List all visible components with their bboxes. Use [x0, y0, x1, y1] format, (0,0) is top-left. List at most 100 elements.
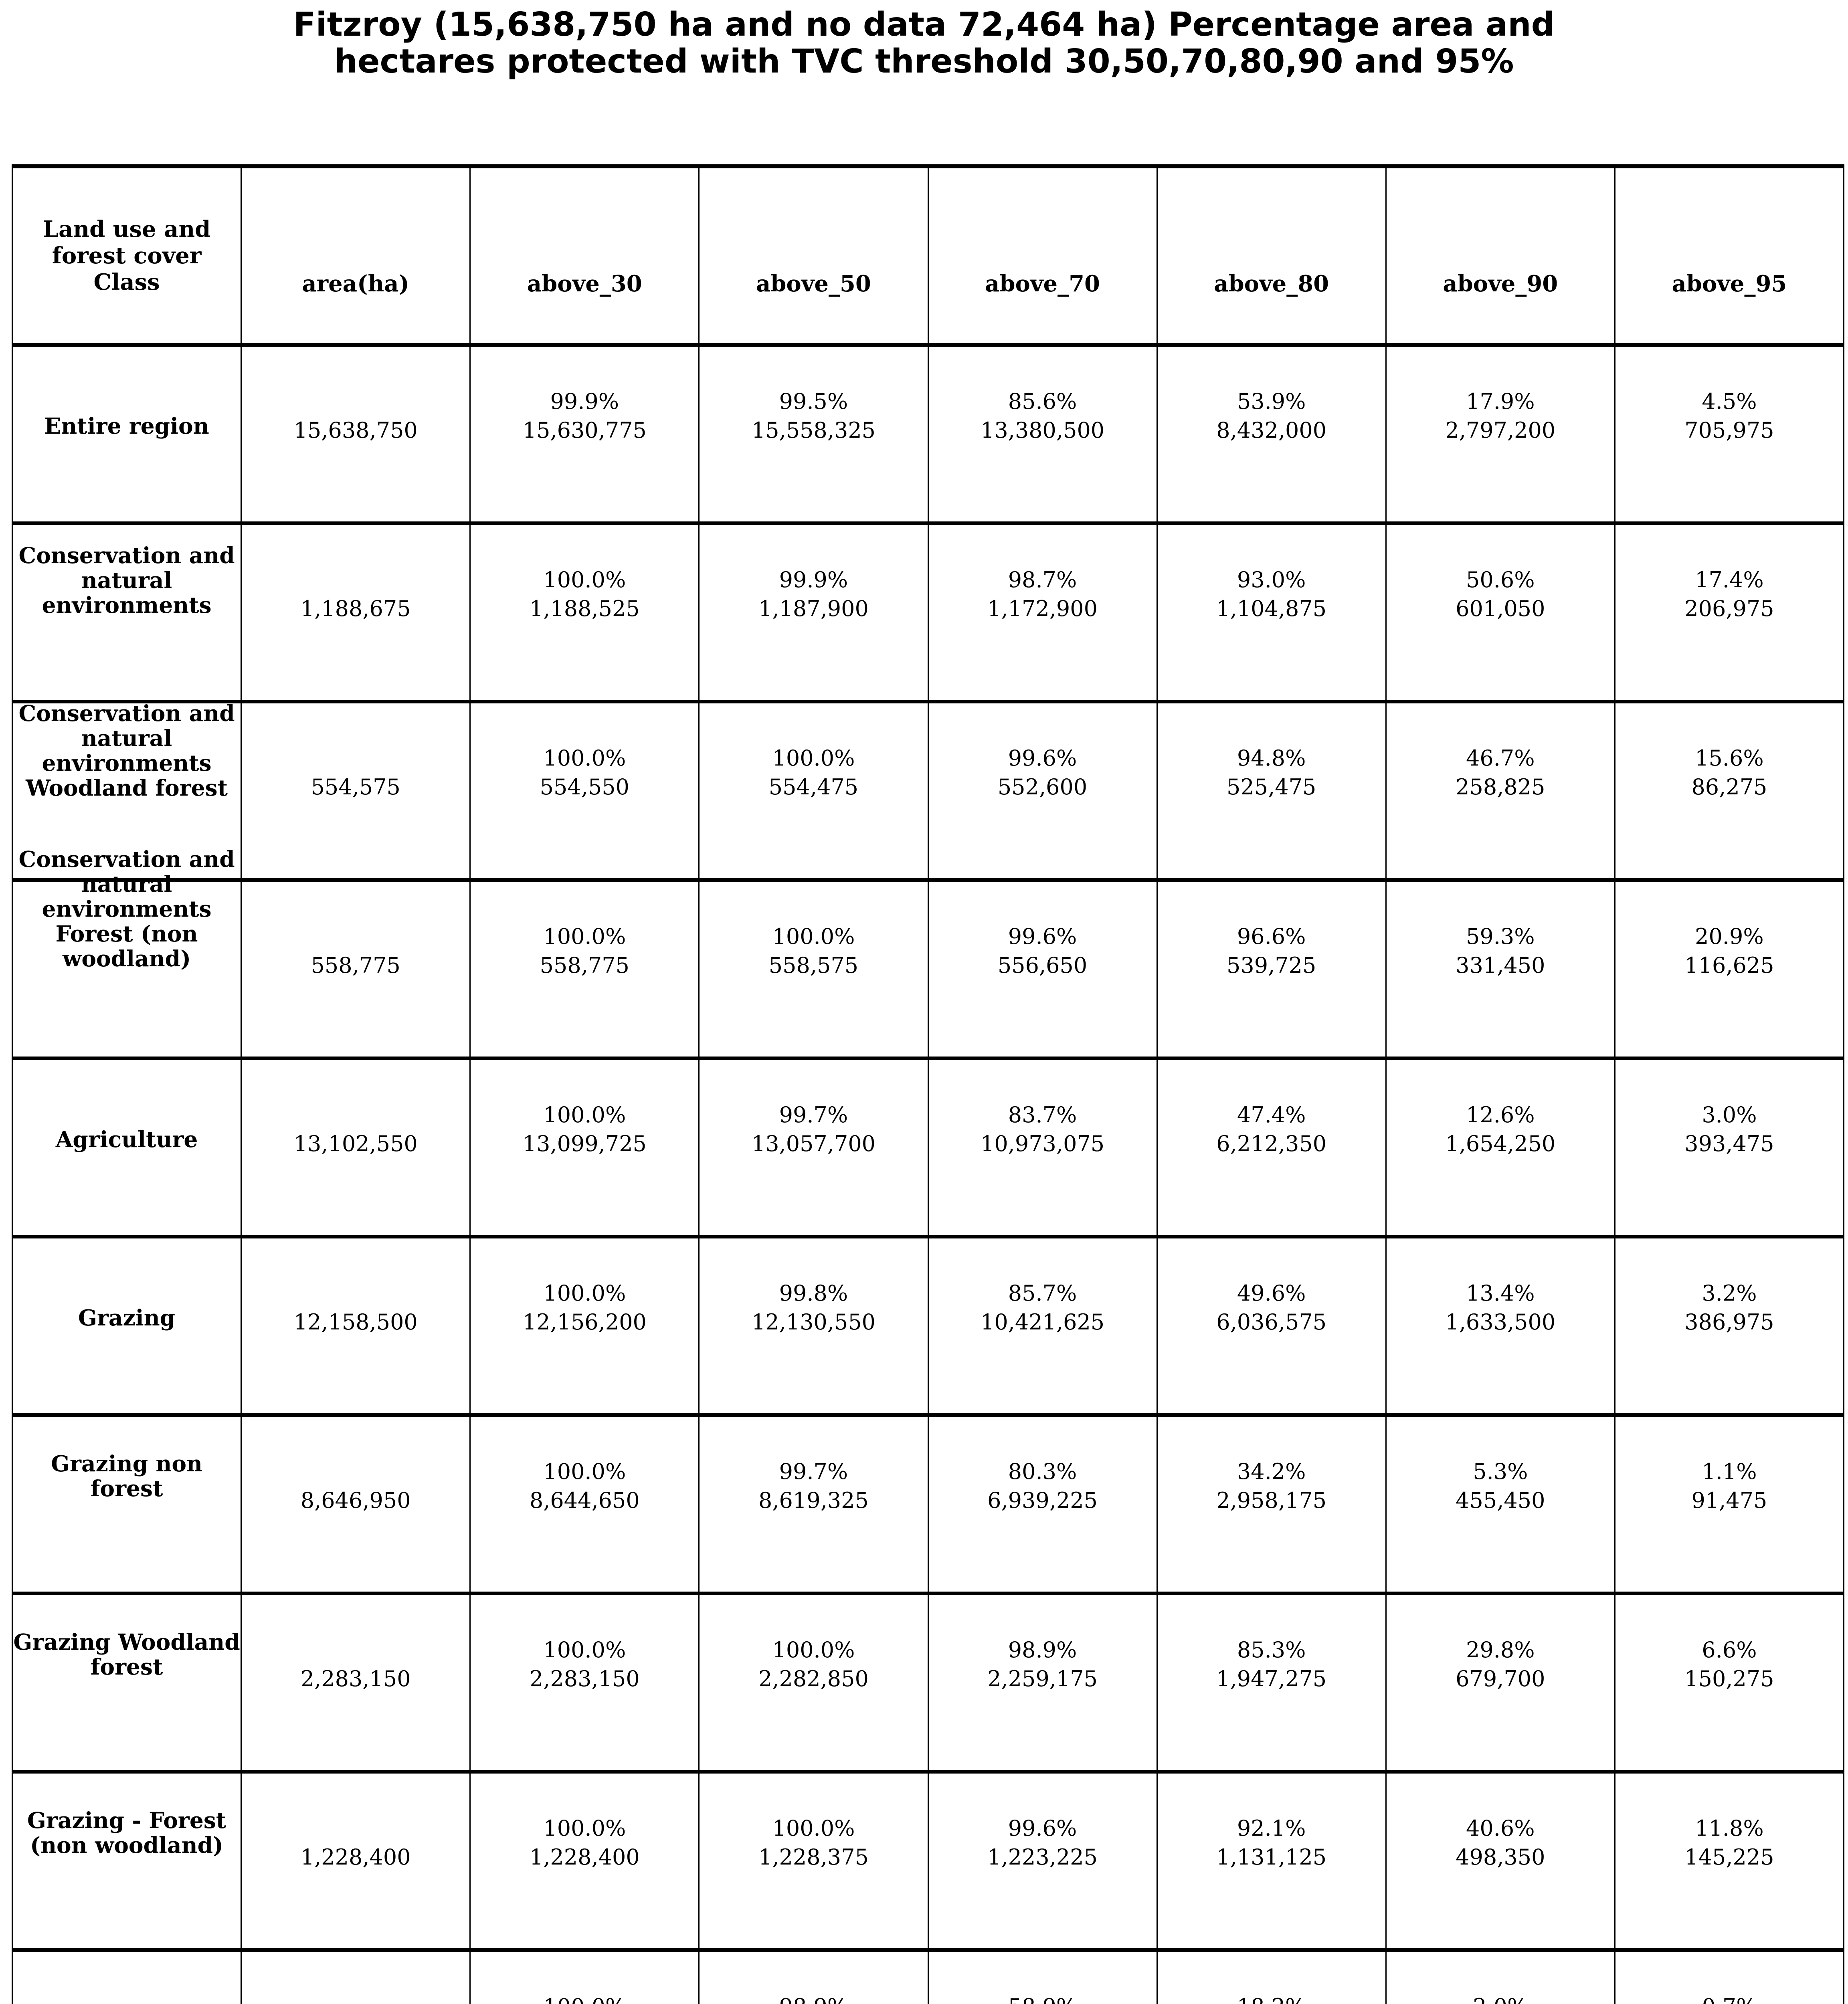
value-cell: 94.8% 525,475: [1156, 699, 1387, 882]
value-cell: 53.9% 8,432,000: [1156, 343, 1387, 525]
hectares-value: 2,283,150: [529, 1666, 640, 1691]
header-label: above_70: [985, 270, 1100, 297]
hectares-value: 6,939,225: [987, 1487, 1098, 1513]
percent-value: 17.4%: [1695, 567, 1764, 592]
value-block: 53.9% 8,432,000: [1158, 387, 1385, 445]
value-cell: 99.8% 12,130,550: [698, 1234, 929, 1417]
class-label-line: natural: [81, 725, 172, 751]
table-row: Grazing Woodland forest 2,283,150 100.0% 2,2…: [11, 1591, 1845, 1774]
value-cell: 100.0% 554,550: [469, 699, 700, 882]
percent-value: 100.0%: [772, 923, 855, 949]
value-block: 17.9% 2,797,200: [1387, 387, 1614, 445]
hectares-value: 206,975: [1684, 596, 1774, 621]
value-block: 100.0% 1,188,525: [471, 566, 698, 623]
percent-value: 99.9%: [550, 388, 619, 414]
value-block: 29.8% 679,700: [1387, 1636, 1614, 1693]
header-class-label: Land use and forest cover Class: [13, 216, 241, 295]
table-row: Grazing non forest 8,646,950 100.0% 8,644,65…: [11, 1413, 1845, 1595]
table-row: Agriculture 13,102,550 100.0% 13,099,725 99.…: [11, 1056, 1845, 1238]
hectares-value: 6,212,350: [1216, 1131, 1327, 1156]
area-cell: 13,102,550: [241, 1056, 471, 1238]
hectares-value: 525,475: [1227, 774, 1316, 800]
hectares-value: 2,797,200: [1445, 417, 1556, 443]
percent-value: 99.5%: [779, 388, 848, 414]
value-block: 99.7% 8,619,325: [700, 1457, 927, 1515]
hectares-value: 705,975: [1684, 417, 1774, 443]
percent-value: 96.6%: [1237, 923, 1306, 949]
value-block: 20.9% 116,625: [1615, 922, 1843, 980]
percent-value: 0.7%: [1615, 1992, 1843, 2004]
percent-value: 100.0%: [772, 1815, 855, 1841]
percent-value: 34.2%: [1237, 1459, 1306, 1484]
percent-value: 100.0%: [543, 1459, 626, 1484]
data-table: Land use and forest cover Class area(ha) abo…: [11, 164, 1845, 2004]
percent-value: 85.6%: [1008, 388, 1077, 414]
header-label: above_50: [756, 270, 871, 297]
hectares-value: 116,625: [1684, 952, 1774, 978]
value-block: 100.0% 13,099,725: [471, 1101, 698, 1158]
value-cell: 100.0% 13,099,725: [469, 1056, 700, 1238]
value-cell: 18.2%147,725: [1156, 1948, 1387, 2004]
value-cell: 100.0% 558,575: [698, 878, 929, 1060]
table-column-header: above_95: [1614, 164, 1845, 347]
hectares-value: 1,188,525: [529, 596, 640, 621]
table-column-header: above_70: [927, 164, 1158, 347]
percent-value: 99.6%: [1008, 1815, 1077, 1841]
value-block: 0.7%5,425: [1615, 1992, 1843, 2004]
class-label-line: woodland): [62, 945, 191, 972]
value-block: 100.0% 2,283,150: [471, 1636, 698, 1693]
area-value: 1,188,675: [300, 596, 411, 621]
hectares-value: 2,259,175: [987, 1666, 1098, 1691]
header-label: area(ha): [302, 270, 410, 297]
value-block: 49.6% 6,036,575: [1158, 1279, 1385, 1337]
value-cell: 99.6% 552,600: [927, 699, 1158, 882]
percent-value: 2.0%: [1387, 1992, 1614, 2004]
value-block: 92.1% 1,131,125: [1158, 1814, 1385, 1872]
value-block: 99.6% 1,223,225: [929, 1814, 1157, 1872]
value-cell: 99.7% 13,057,700: [698, 1056, 929, 1238]
value-block: 100.0% 554,550: [471, 744, 698, 802]
class-label-line: Grazing - Forest: [27, 1807, 226, 1833]
value-block: 50.6% 601,050: [1387, 566, 1614, 623]
value-block: 3.0% 393,475: [1615, 1101, 1843, 1158]
value-block: 85.6% 13,380,500: [929, 387, 1157, 445]
class-label-line: Entire region: [44, 412, 209, 439]
hectares-value: 15,630,775: [522, 417, 647, 443]
value-cell: 100.0% 2,283,150: [469, 1591, 700, 1774]
value-block: 80.3% 6,939,225: [929, 1457, 1157, 1515]
header-label: above_90: [1443, 270, 1558, 297]
class-label-line: Woodland forest: [26, 774, 228, 801]
page-title: Fitzroy (15,638,750 ha and no data 72,46…: [0, 6, 1848, 80]
percent-value: 5.3%: [1473, 1459, 1528, 1484]
percent-value: 92.1%: [1237, 1815, 1306, 1841]
hectares-value: 8,619,325: [758, 1487, 869, 1513]
value-cell: 2.0%16,575: [1385, 1948, 1615, 2004]
value-cell: 92.1% 1,131,125: [1156, 1770, 1387, 1952]
area-cell: 15,638,750: [241, 343, 471, 525]
percent-value: 20.9%: [1695, 923, 1764, 949]
percent-value: 6.6%: [1702, 1637, 1757, 1663]
table-header-row: Land use and forest cover Class area(ha) abo…: [11, 164, 1845, 347]
area-value: 554,575: [311, 774, 400, 800]
hectares-value: 258,825: [1456, 774, 1545, 800]
value-block: 58.9%479,100: [929, 1992, 1157, 2004]
percent-value: 3.0%: [1702, 1102, 1757, 1127]
table-row: Grazing 12,158,500 100.0% 12,156,200 99.8% 12…: [11, 1234, 1845, 1417]
value-cell: 1.1% 91,475: [1614, 1413, 1845, 1595]
hectares-value: 8,644,650: [529, 1487, 640, 1513]
hectares-value: 1,947,275: [1216, 1666, 1327, 1691]
value-block: 47.4% 6,212,350: [1158, 1101, 1385, 1158]
hectares-value: 1,187,900: [758, 596, 869, 621]
percent-value: 85.3%: [1237, 1637, 1306, 1663]
class-label-line: Forest (non: [55, 920, 198, 947]
class-label-line: Grazing: [78, 1304, 176, 1331]
header-label: above_95: [1672, 270, 1787, 297]
class-label-line: environments: [42, 592, 212, 618]
value-cell: 46.7% 258,825: [1385, 699, 1615, 882]
percent-value: 47.4%: [1237, 1102, 1306, 1127]
value-block: 99.9% 1,187,900: [700, 566, 927, 623]
hectares-value: 12,156,200: [522, 1309, 647, 1335]
percent-value: 99.7%: [779, 1459, 848, 1484]
percent-value: 15.6%: [1695, 745, 1764, 771]
